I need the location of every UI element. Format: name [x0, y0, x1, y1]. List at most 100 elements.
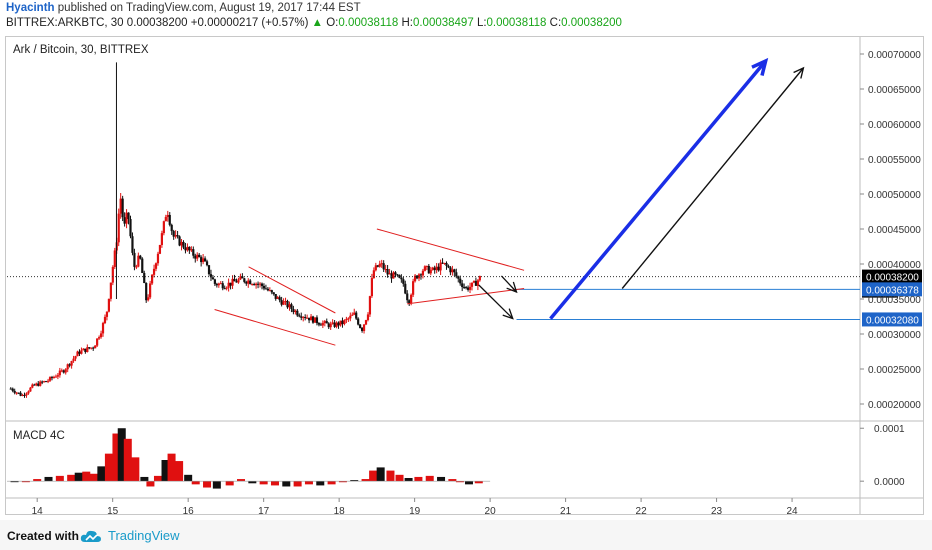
candle-body: [398, 275, 401, 278]
macd-bar: [153, 475, 162, 482]
footer: Created with TradingView: [0, 520, 932, 550]
candle-body: [258, 283, 262, 285]
tradingview-brand[interactable]: TradingView: [108, 528, 180, 543]
macd-bar: [184, 474, 193, 482]
time-tick-label: 14: [32, 506, 44, 517]
candle-body: [149, 283, 152, 298]
candle-body: [300, 316, 303, 318]
candle-body: [470, 282, 474, 287]
candle-body: [345, 318, 348, 321]
candle-body: [339, 320, 342, 326]
candle-body: [247, 280, 250, 284]
level-badge: [862, 282, 922, 297]
candle-body: [357, 318, 360, 325]
candle-body: [15, 392, 18, 394]
bull-arrow-black-head: [793, 66, 805, 79]
candle-body: [74, 356, 77, 359]
candle-body: [476, 280, 479, 286]
macd-tick-label: 0.0000: [874, 477, 905, 488]
candle-body: [200, 257, 203, 263]
price-tick-label: 0.00045000: [868, 225, 921, 236]
candle-body: [296, 310, 299, 316]
candle-body: [249, 280, 252, 285]
candle-body: [323, 321, 326, 324]
macd-bar: [212, 481, 221, 489]
macd-bar: [10, 481, 19, 483]
macd-bar: [161, 460, 170, 482]
macd-bar: [237, 479, 246, 482]
candle-body: [45, 381, 48, 383]
candle-body: [19, 392, 22, 396]
candle-body: [211, 277, 215, 280]
candle-body: [127, 212, 130, 220]
price-tick-label: 0.00055000: [868, 155, 921, 166]
candle-body: [307, 317, 311, 321]
low-value: 0.00038118: [486, 17, 547, 29]
candle-body: [406, 293, 409, 301]
candle-body: [231, 278, 234, 286]
macd-bar: [464, 481, 473, 485]
candle-body: [451, 269, 454, 273]
macd-bar: [338, 481, 347, 483]
macd-bar: [369, 470, 378, 482]
candle-body: [229, 282, 232, 286]
macd-bar: [316, 481, 325, 486]
small-arrow-shaft: [478, 284, 514, 320]
candle-body: [141, 258, 144, 273]
time-tick-label: 24: [786, 506, 798, 517]
candle-body: [319, 324, 322, 326]
candle-body: [321, 323, 324, 326]
candle-body: [290, 304, 293, 309]
candle-body: [182, 241, 185, 248]
candle-body: [223, 288, 226, 290]
price-tick-label: 0.00020000: [868, 400, 921, 411]
candle-body: [107, 298, 111, 312]
macd-bar: [21, 481, 30, 483]
close-value: 0.00038200: [561, 17, 622, 29]
tradingview-cloud-icon[interactable]: [80, 529, 102, 546]
candle-body: [52, 376, 56, 378]
price-tick-label: 0.00070000: [868, 50, 921, 61]
ohlc-info: BITTREX:ARKBTC, 30 0.00038200 +0.0000021…: [6, 17, 622, 29]
candle-body: [41, 381, 44, 383]
macd-bar: [74, 472, 83, 482]
candle-body: [425, 265, 428, 267]
macd-bar: [293, 481, 302, 487]
price-tick-label: 0.00025000: [868, 365, 921, 376]
trendline: [376, 228, 525, 271]
current-price-badge: [862, 269, 922, 284]
macd-bar: [123, 438, 132, 482]
candle-body: [306, 317, 309, 319]
candle-body: [309, 316, 313, 321]
candle-body: [298, 315, 301, 317]
candle-body: [121, 198, 124, 218]
candle-body: [188, 246, 191, 251]
time-tick-label: 19: [409, 506, 421, 517]
low-label: L:: [476, 17, 487, 29]
candle-body: [457, 276, 460, 279]
candle-body: [215, 283, 218, 286]
author-link[interactable]: Hyacinth: [6, 2, 55, 14]
macd-bar: [203, 481, 212, 488]
candle-body: [241, 276, 244, 279]
candle-body: [35, 383, 38, 386]
price-tick-label: 0.00050000: [868, 190, 921, 201]
chart-frame[interactable]: [5, 36, 924, 515]
candle-body: [417, 274, 421, 279]
candle-body: [341, 320, 344, 325]
candle-body: [58, 370, 61, 376]
candle-body: [264, 288, 268, 290]
candle-body: [96, 338, 99, 346]
candle-body: [421, 270, 425, 276]
candle-body: [429, 269, 432, 274]
time-tick-label: 15: [107, 506, 119, 517]
candle-body: [355, 312, 358, 319]
candle-body: [62, 370, 65, 373]
candle-body: [225, 287, 228, 289]
candle-body: [196, 254, 199, 259]
candle-body: [410, 294, 413, 304]
macd-bar: [395, 474, 404, 482]
open-label: O:: [326, 17, 339, 29]
candle-body: [233, 278, 236, 282]
